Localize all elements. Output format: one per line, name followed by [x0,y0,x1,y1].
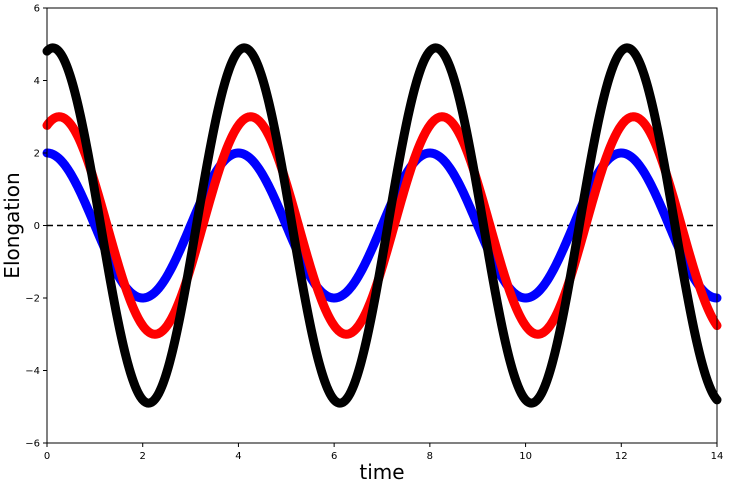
x-tick-label: 8 [427,451,433,462]
x-tick-label: 0 [44,451,50,462]
x-axis-ticks: 0 2 4 6 8 10 12 14 [44,443,724,462]
x-tick-label: 10 [519,451,532,462]
y-tick-label: 4 [34,76,40,87]
y-tick-label: 0 [34,221,40,232]
series-line-3 [42,43,722,408]
series-group [42,43,722,408]
x-axis-label: time [359,460,404,484]
y-axis-ticks: −6 −4 −2 0 2 4 6 [25,4,47,450]
x-tick-label: 2 [140,451,146,462]
x-tick-label: 6 [331,451,337,462]
y-axis-label: Elongation [0,172,24,278]
x-tick-label: 14 [711,451,724,462]
y-tick-label: −6 [25,439,40,450]
y-tick-label: −4 [25,366,40,377]
y-tick-label: −2 [25,294,40,305]
x-tick-label: 12 [615,451,628,462]
plot-frame [46,7,718,444]
y-tick-label: 6 [34,4,40,15]
y-tick-label: 2 [34,149,40,160]
x-tick-label: 4 [235,451,241,462]
